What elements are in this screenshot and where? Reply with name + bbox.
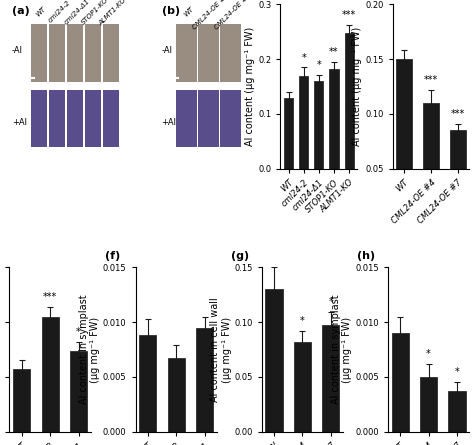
Bar xyxy=(284,97,293,169)
Text: +Al: +Al xyxy=(162,118,177,127)
Bar xyxy=(103,24,119,82)
Text: *: * xyxy=(301,53,306,62)
Text: *: * xyxy=(426,349,431,359)
Bar xyxy=(448,391,465,432)
Bar xyxy=(198,24,219,82)
Bar xyxy=(196,328,213,432)
Text: **: ** xyxy=(329,47,339,57)
Bar xyxy=(70,351,87,432)
Bar xyxy=(220,90,241,147)
Text: (a): (a) xyxy=(12,6,29,16)
Text: (f): (f) xyxy=(105,251,120,261)
Bar xyxy=(103,90,119,147)
Text: ***: *** xyxy=(342,10,356,20)
Bar xyxy=(85,24,101,82)
Bar xyxy=(67,24,83,82)
Bar xyxy=(13,368,30,432)
Bar xyxy=(31,24,47,82)
Bar xyxy=(220,24,241,82)
Bar xyxy=(265,289,283,432)
Text: -Al: -Al xyxy=(12,46,23,55)
Text: WT: WT xyxy=(35,5,47,17)
Bar xyxy=(85,90,101,147)
Bar xyxy=(176,24,197,82)
Bar xyxy=(139,335,156,432)
Text: *: * xyxy=(455,368,459,377)
Y-axis label: Al content in symplast
(μg mg⁻¹ FW): Al content in symplast (μg mg⁻¹ FW) xyxy=(79,295,100,405)
Text: (g): (g) xyxy=(231,251,249,261)
Text: *: * xyxy=(300,316,305,326)
Bar xyxy=(392,333,409,432)
Y-axis label: Al content in cell wall
(μg mg⁻¹ FW): Al content in cell wall (μg mg⁻¹ FW) xyxy=(210,297,232,402)
Text: ***: *** xyxy=(451,109,465,119)
Bar xyxy=(168,358,185,432)
Y-axis label: Al content (μg mg⁻¹ FW): Al content (μg mg⁻¹ FW) xyxy=(352,27,363,146)
Text: *: * xyxy=(76,328,81,337)
Y-axis label: Al content in symplast
(μg mg⁻¹ FW): Al content in symplast (μg mg⁻¹ FW) xyxy=(331,295,353,405)
Bar xyxy=(299,76,308,169)
Bar xyxy=(423,103,439,223)
Bar xyxy=(345,33,354,169)
Bar xyxy=(176,90,197,147)
Bar xyxy=(396,59,412,223)
Text: WT: WT xyxy=(182,5,194,17)
Bar xyxy=(67,90,83,147)
Text: CML24-OE #4: CML24-OE #4 xyxy=(191,0,230,31)
Text: ***: *** xyxy=(424,75,438,85)
Y-axis label: Al content (μg mg⁻¹ FW): Al content (μg mg⁻¹ FW) xyxy=(246,27,255,146)
Bar xyxy=(322,325,339,432)
Bar xyxy=(49,90,65,147)
Text: ***: *** xyxy=(43,292,57,302)
Text: cml24-Δ1: cml24-Δ1 xyxy=(63,0,91,25)
Text: CML24-OE #7: CML24-OE #7 xyxy=(213,0,252,31)
Text: +Al: +Al xyxy=(12,118,27,127)
Text: (h): (h) xyxy=(357,251,375,261)
Text: -Al: -Al xyxy=(162,46,173,55)
Text: STOP1-KO: STOP1-KO xyxy=(81,0,110,26)
Text: cml24-2: cml24-2 xyxy=(47,0,72,24)
Bar xyxy=(450,130,466,223)
Text: *: * xyxy=(317,60,321,69)
Text: ALMT1-KO: ALMT1-KO xyxy=(98,0,128,26)
Text: *: * xyxy=(328,297,333,307)
Bar xyxy=(420,377,437,432)
Bar xyxy=(42,317,59,432)
Bar xyxy=(49,24,65,82)
Bar xyxy=(294,342,311,432)
Bar xyxy=(198,90,219,147)
Bar xyxy=(329,69,338,169)
Bar xyxy=(314,81,323,169)
Bar xyxy=(31,90,47,147)
Text: (b): (b) xyxy=(162,6,180,16)
